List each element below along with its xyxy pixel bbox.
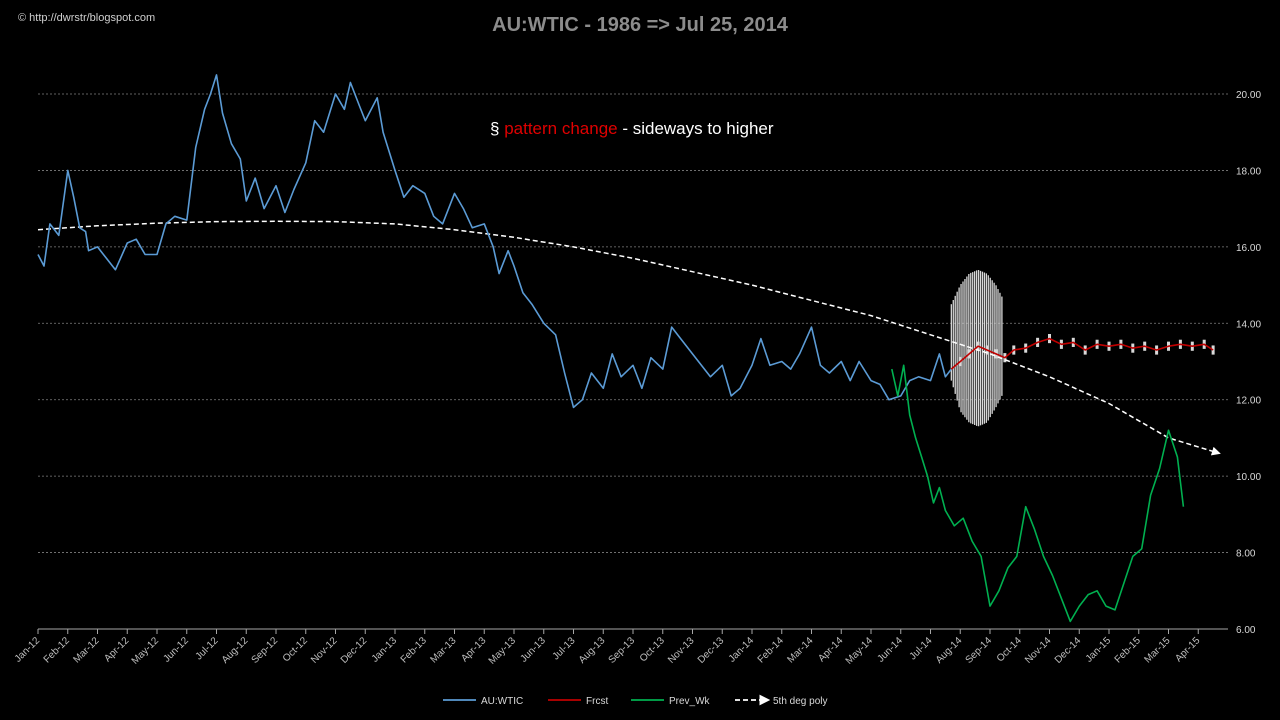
- x-tick-label: Apr-13: [459, 635, 488, 664]
- x-tick-label: Feb-13: [399, 635, 429, 665]
- y-axis: 6.00 8.00 10.00 12.00 14.00 16.00 18.00 20.00: [1236, 90, 1261, 636]
- x-tick-label: Sep-12: [250, 635, 281, 666]
- x-tick-label: Aug-14: [934, 635, 965, 666]
- gridlines: [38, 93, 1228, 630]
- y-tick-label: 20.00: [1236, 90, 1261, 101]
- legend-label: 5th deg poly: [773, 696, 828, 707]
- x-tick-label: Jul-14: [908, 635, 935, 662]
- x-tick-label: Jan-14: [727, 635, 757, 665]
- x-tick-label: Nov-13: [666, 635, 697, 666]
- x-tick-label: Mar-13: [428, 635, 458, 665]
- x-tick-label: Apr-14: [816, 635, 845, 664]
- chart-annotation: § pattern change - sideways to higher: [490, 119, 774, 139]
- copyright-text: © http://dwrstr/blogspot.com: [18, 12, 156, 24]
- x-tick-label: Nov-14: [1023, 635, 1054, 666]
- x-tick-label: Sep-14: [964, 635, 995, 666]
- x-tick-label: Jan-13: [370, 635, 400, 665]
- annotation-prefix: §: [490, 119, 505, 138]
- x-tick-label: Mar-12: [71, 635, 101, 665]
- x-tick-label: Feb-15: [1113, 635, 1143, 665]
- x-tick-label: Jan-15: [1084, 635, 1114, 665]
- legend-label: AU:WTIC: [481, 696, 523, 707]
- x-tick-label: Jun-13: [518, 635, 548, 665]
- chart-title: AU:WTIC - 1986 => Jul 25, 2014: [492, 14, 788, 36]
- y-tick-label: 6.00: [1236, 625, 1256, 636]
- legend-label: Prev_Wk: [669, 696, 711, 707]
- x-tick-label: Feb-14: [756, 635, 786, 665]
- y-tick-label: 14.00: [1236, 319, 1261, 330]
- legend: AU:WTIC Frcst Prev_Wk 5th deg poly: [443, 694, 828, 707]
- x-tick-label: Apr-15: [1173, 635, 1202, 664]
- x-tick-label: Jun-14: [875, 635, 905, 665]
- x-tick-label: Jun-12: [161, 635, 191, 665]
- series-line-prev-wk: [891, 364, 1185, 623]
- x-tick-label: Aug-13: [577, 635, 608, 666]
- series-line-frcst: [950, 337, 1214, 370]
- x-tick-label: Oct-14: [995, 635, 1024, 664]
- x-tick-label: Jul-12: [194, 635, 221, 662]
- x-tick-label: Oct-13: [638, 635, 667, 664]
- x-tick-label: Mar-14: [785, 635, 815, 665]
- y-tick-label: 10.00: [1236, 472, 1261, 483]
- series-line-au-wtic: [37, 74, 952, 409]
- x-tick-label: Mar-15: [1142, 635, 1172, 665]
- y-tick-label: 18.00: [1236, 166, 1261, 177]
- x-tick-label: Oct-12: [281, 635, 310, 664]
- x-tick-label: May-14: [844, 635, 876, 667]
- x-tick-label: May-12: [130, 635, 162, 667]
- y-tick-label: 12.00: [1236, 396, 1261, 407]
- x-tick-label: Jan-12: [13, 635, 43, 665]
- annotation-highlight: pattern change: [504, 119, 618, 138]
- annotation-suffix: - sideways to higher: [617, 119, 774, 138]
- y-tick-label: 8.00: [1236, 549, 1256, 560]
- x-tick-label: Dec-14: [1053, 635, 1084, 666]
- x-tick-label: Dec-13: [696, 635, 727, 666]
- x-tick-label: Dec-12: [339, 635, 370, 666]
- x-tick-label: Nov-12: [309, 635, 340, 666]
- y-tick-label: 16.00: [1236, 243, 1261, 254]
- x-tick-label: May-13: [487, 635, 519, 667]
- x-tick-label: Jul-13: [551, 635, 578, 662]
- legend-label: Frcst: [586, 696, 608, 707]
- series-lines: [37, 74, 1221, 623]
- x-tick-label: Aug-12: [220, 635, 251, 666]
- x-tick-label: Apr-12: [102, 635, 131, 664]
- x-tick-label: Sep-13: [607, 635, 638, 666]
- series-line-poly: [37, 220, 1221, 456]
- x-tick-label: Feb-12: [42, 635, 72, 665]
